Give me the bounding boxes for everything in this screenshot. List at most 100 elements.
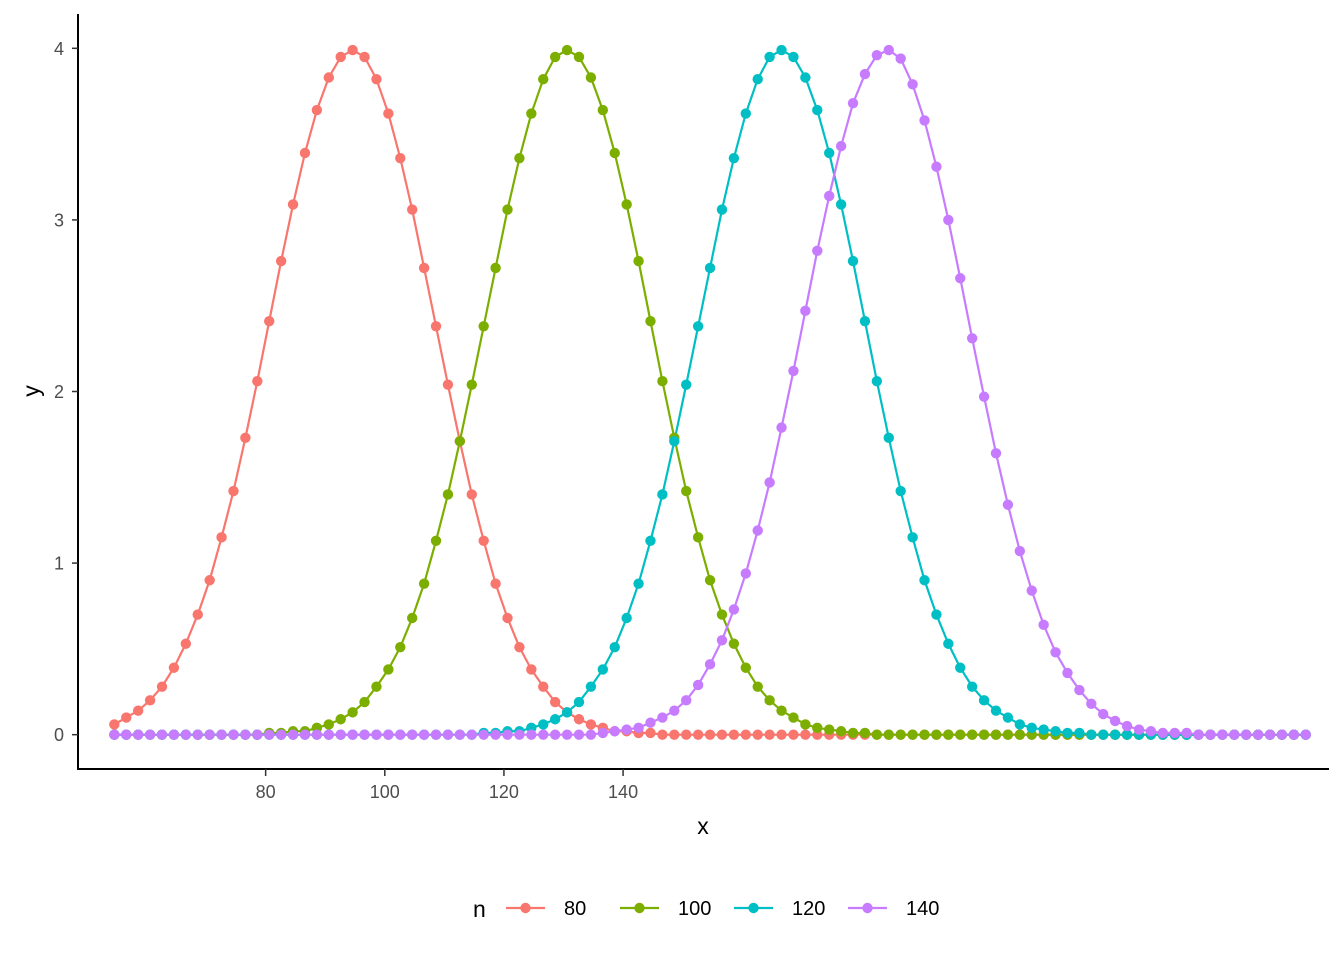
data-point-80-11 <box>240 432 251 444</box>
data-point-140-99 <box>1288 729 1300 740</box>
data-point-120-54 <box>752 74 763 85</box>
series-points <box>109 44 1311 740</box>
data-point-120-69 <box>931 609 942 620</box>
data-point-140-17 <box>311 729 323 740</box>
data-point-80-15 <box>287 199 299 210</box>
data-point-100-72 <box>966 729 978 740</box>
data-point-120-66 <box>895 485 906 497</box>
data-point-140-82 <box>1086 698 1097 709</box>
data-point-140-100 <box>1300 729 1311 740</box>
data-point-80-33 <box>502 612 513 624</box>
data-point-140-2 <box>132 729 144 740</box>
data-point-120-48 <box>681 379 692 390</box>
legend-item-80: 80 <box>506 898 586 920</box>
data-point-80-22 <box>371 74 382 85</box>
data-point-100-39 <box>573 51 585 63</box>
data-point-120-82 <box>1086 729 1097 740</box>
data-point-100-41 <box>597 104 609 116</box>
data-point-120-46 <box>657 489 668 500</box>
data-point-140-26 <box>418 729 430 740</box>
data-point-140-28 <box>442 729 454 740</box>
data-point-100-32 <box>490 262 501 274</box>
data-point-140-3 <box>144 729 156 740</box>
data-point-80-56 <box>776 729 787 740</box>
data-point-120-37 <box>549 714 561 725</box>
data-point-120-50 <box>704 262 716 274</box>
data-point-100-49 <box>692 532 704 543</box>
data-point-120-47 <box>669 436 680 447</box>
legend-label: 140 <box>906 898 939 920</box>
data-point-80-50 <box>704 729 716 740</box>
data-point-100-69 <box>931 729 942 740</box>
data-point-120-55 <box>764 51 775 63</box>
data-point-100-28 <box>442 489 454 500</box>
y-tick-label: 0 <box>54 725 64 745</box>
data-point-140-44 <box>633 722 644 734</box>
data-point-120-62 <box>847 255 859 267</box>
data-point-140-87 <box>1145 726 1157 737</box>
data-point-80-49 <box>692 729 704 740</box>
legend: n 80 100 120 140 <box>473 896 939 922</box>
data-point-80-52 <box>728 729 740 740</box>
legend-label: 80 <box>564 898 586 920</box>
data-point-140-32 <box>490 729 501 740</box>
data-point-100-19 <box>335 714 346 725</box>
data-point-140-10 <box>228 729 239 740</box>
legend-key-point <box>862 902 873 914</box>
data-point-120-64 <box>871 376 883 387</box>
data-point-80-13 <box>264 315 275 327</box>
data-point-120-43 <box>621 612 632 624</box>
data-point-140-49 <box>692 679 704 691</box>
data-point-140-67 <box>907 79 918 90</box>
data-point-140-39 <box>573 729 585 740</box>
data-point-100-74 <box>990 729 1002 740</box>
data-point-100-21 <box>359 696 370 708</box>
data-point-140-51 <box>716 635 728 646</box>
data-point-120-41 <box>597 664 609 675</box>
data-point-80-23 <box>383 108 394 119</box>
data-point-100-22 <box>371 681 382 692</box>
data-point-100-20 <box>347 707 358 718</box>
data-point-100-31 <box>478 321 489 332</box>
data-point-140-66 <box>895 53 906 64</box>
data-point-120-61 <box>835 199 847 210</box>
data-point-80-57 <box>788 729 799 740</box>
data-point-100-42 <box>609 147 620 159</box>
data-point-80-24 <box>395 152 406 164</box>
data-point-80-51 <box>716 729 728 740</box>
data-point-140-55 <box>764 477 775 488</box>
data-point-100-67 <box>907 729 918 740</box>
data-point-140-65 <box>883 44 894 56</box>
data-point-140-9 <box>216 729 227 740</box>
data-point-140-12 <box>252 729 263 740</box>
data-point-140-70 <box>943 214 954 226</box>
data-point-140-27 <box>430 729 442 740</box>
data-point-80-7 <box>192 609 203 620</box>
data-point-120-68 <box>919 575 930 586</box>
data-point-140-13 <box>264 729 275 740</box>
data-point-140-50 <box>704 659 716 670</box>
data-point-100-71 <box>955 729 966 740</box>
data-point-100-76 <box>1014 729 1026 740</box>
data-point-120-51 <box>716 204 728 215</box>
data-point-100-48 <box>681 485 692 497</box>
legend-item-100: 100 <box>620 898 711 920</box>
data-point-140-57 <box>788 365 799 377</box>
data-point-140-6 <box>180 729 192 740</box>
data-point-120-40 <box>585 681 597 692</box>
data-point-100-70 <box>943 729 954 740</box>
data-point-80-0 <box>109 719 120 730</box>
data-point-100-34 <box>514 152 525 164</box>
data-point-100-52 <box>728 638 740 649</box>
data-point-140-35 <box>526 729 537 740</box>
data-point-120-39 <box>573 696 585 708</box>
data-point-100-53 <box>740 662 751 673</box>
data-point-120-71 <box>955 662 966 673</box>
data-point-140-4 <box>156 729 168 740</box>
legend-label: 100 <box>678 898 711 920</box>
data-point-140-47 <box>669 705 680 716</box>
data-point-140-73 <box>978 391 990 402</box>
data-point-140-53 <box>740 568 751 579</box>
data-point-120-65 <box>883 432 894 444</box>
data-point-100-37 <box>549 51 561 63</box>
